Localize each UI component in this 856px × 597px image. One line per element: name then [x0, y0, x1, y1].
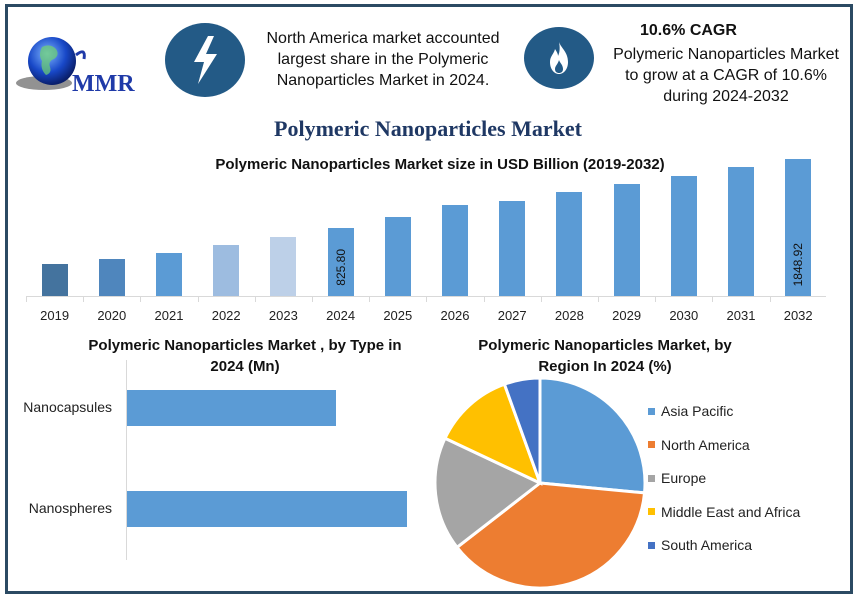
bar-2022: [213, 245, 240, 296]
x-tick-label: 2031: [726, 308, 756, 323]
globe-icon: MMR: [16, 37, 135, 97]
y-axis: [126, 360, 127, 560]
cagr-line-3: during 2024-2032: [663, 88, 789, 105]
pie-slice-south-america: [502, 376, 542, 484]
x-tick: [483, 296, 485, 302]
legend-swatch: [648, 441, 655, 449]
legend-label: Middle East and Africa: [661, 503, 801, 520]
x-tick: [140, 296, 142, 302]
data-label: 825.80: [333, 249, 348, 286]
cagr-text: Polymeric Nanoparticles Market to grow a…: [606, 44, 846, 107]
legend-item: Middle East and Africa: [648, 504, 800, 520]
x-tick: [712, 296, 714, 302]
bar-2024: 825.80: [327, 228, 354, 296]
legend-swatch: [648, 541, 655, 549]
lightning-badge: [165, 23, 245, 97]
category-label: Nanospheres: [28, 500, 112, 516]
bar-2021: [156, 253, 182, 296]
bar-nanocapsules: [127, 390, 336, 426]
x-tick: [254, 296, 256, 302]
region-pie-chart: [433, 376, 647, 590]
bar-2031: [728, 167, 754, 296]
x-tick: [540, 296, 542, 302]
bar-2025: [384, 217, 411, 296]
pie-slice-north-america: [454, 481, 647, 590]
bar-nanospheres: [127, 491, 407, 527]
lightning-icon: [194, 36, 217, 84]
x-tick: [769, 296, 771, 302]
x-tick-label: 2030: [669, 308, 699, 323]
x-tick: [197, 296, 199, 302]
flame-badge: [524, 27, 594, 89]
svg-text:MMR: MMR: [72, 71, 135, 97]
legend-label: North America: [661, 436, 750, 453]
category-label: Nanocapsules: [23, 399, 112, 415]
x-tick: [598, 296, 599, 302]
highlight-line-1: North America market accounted: [266, 30, 500, 47]
x-tick-label: 2020: [97, 308, 127, 323]
page-title: Polymeric Nanoparticles Market: [274, 116, 582, 141]
legend-swatch: [648, 474, 655, 482]
legend-label: South America: [661, 537, 753, 554]
x-tick-label: 2032: [783, 308, 813, 323]
data-label: 1848.92: [791, 242, 806, 286]
x-tick-label: 2023: [268, 308, 298, 323]
x-tick: [26, 296, 27, 302]
legend-label: Asia Pacific: [661, 403, 734, 419]
bar-2020: [98, 259, 125, 296]
legend-label: Europe: [661, 470, 707, 487]
x-tick-label: 2024: [326, 308, 356, 323]
mmr-logo: MMR: [14, 33, 154, 99]
x-tick: [312, 296, 313, 302]
legend-item: North America: [648, 437, 750, 453]
bar-2030: [670, 176, 697, 296]
infographic-frame: [5, 4, 853, 594]
legend-swatch: [648, 508, 655, 516]
bar-2027: [499, 201, 526, 296]
x-tick-label: 2026: [440, 308, 470, 323]
cagr-title: 10.6% CAGR: [640, 22, 737, 39]
legend-swatch: [648, 407, 655, 415]
cagr-line-2: to grow at a CAGR of 10.6%: [625, 67, 827, 84]
x-tick: [426, 296, 428, 302]
type-chart-title: Polymeric Nanoparticles Market , by Type…: [88, 337, 402, 375]
x-tick-label: 2025: [383, 308, 413, 323]
highlight-line-3: Nanoparticles Market in 2024.: [276, 72, 490, 89]
legend-item: South America: [648, 537, 752, 553]
bar-2023: [270, 237, 297, 296]
flame-icon: [550, 42, 568, 74]
bar-2032: 1848.92: [785, 159, 812, 296]
bar-2029: [613, 184, 640, 296]
pie-slice-asia-pacific: [538, 376, 647, 495]
legend-item: Europe: [648, 470, 706, 486]
x-tick: [83, 296, 85, 302]
x-tick-label: 2019: [40, 308, 70, 323]
highlight-line-2: largest share in the Polymeric: [277, 51, 489, 68]
cagr-line-1: Polymeric Nanoparticles Market: [613, 46, 839, 63]
x-tick-label: 2028: [554, 308, 584, 323]
x-tick: [655, 296, 657, 302]
market-size-chart-title: Polymeric Nanoparticles Market size in U…: [215, 156, 665, 173]
x-tick-label: 2027: [497, 308, 527, 323]
bar-2019: [41, 264, 68, 296]
x-axis: [26, 296, 826, 297]
bar-2028: [556, 192, 583, 296]
region-chart-title: Polymeric Nanoparticles Market, by Regio…: [478, 337, 732, 375]
highlight-text: North America market accounted largest s…: [258, 28, 508, 91]
pie-slice-middle-east-and-africa: [442, 382, 543, 486]
x-tick-label: 2021: [154, 308, 184, 323]
bar-2026: [442, 205, 468, 296]
legend-item: Asia Pacific: [648, 403, 733, 419]
pie-slice-europe: [433, 436, 543, 550]
x-tick: [369, 296, 371, 302]
x-tick-label: 2029: [612, 308, 642, 323]
x-tick-label: 2022: [211, 308, 241, 323]
